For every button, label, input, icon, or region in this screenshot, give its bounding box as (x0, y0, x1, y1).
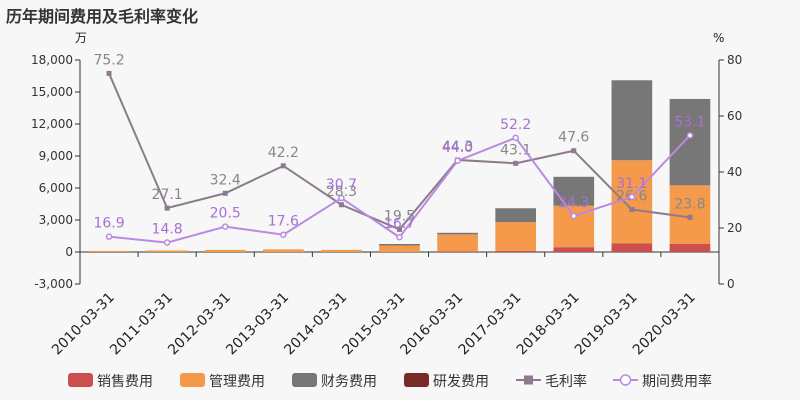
data-label-毛利率: 44.3 (442, 139, 473, 155)
data-label-毛利率: 32.4 (210, 172, 241, 188)
right-tick-label: 0 (727, 277, 735, 291)
point-期间费用率 (512, 134, 519, 142)
point-期间费用率 (163, 239, 171, 246)
point-期间费用率 (396, 233, 403, 241)
point-毛利率 (280, 163, 286, 169)
data-label-期间费用率: 17.6 (268, 214, 299, 230)
bar-财务费用 (437, 232, 478, 235)
data-label-毛利率: 28.3 (326, 184, 357, 200)
bar-管理费用 (146, 250, 188, 252)
bar-管理费用 (495, 222, 537, 251)
left-axis-unit: 万 (75, 31, 87, 45)
left-tick-label: 12,000 (31, 117, 73, 131)
point-毛利率 (338, 202, 344, 208)
point-期间费用率 (570, 212, 578, 220)
point-毛利率 (571, 148, 577, 154)
data-label-毛利率: 42.2 (268, 145, 299, 161)
bar-财务费用 (611, 80, 653, 161)
data-label-毛利率: 27.1 (152, 187, 183, 203)
left-tick-label: 6,000 (39, 181, 73, 195)
data-label-毛利率: 75.2 (93, 52, 124, 68)
left-tick-label: 15,000 (31, 85, 73, 99)
point-期间费用率 (280, 231, 287, 238)
left-tick-label: 3,000 (39, 213, 73, 227)
data-label-期间费用率: 20.5 (210, 206, 241, 222)
data-label-期间费用率: 14.8 (152, 222, 183, 238)
point-毛利率 (629, 207, 635, 213)
data-label-毛利率: 19.5 (384, 208, 415, 224)
bar-管理费用 (437, 234, 478, 252)
bar-销售费用 (437, 251, 478, 252)
data-label-期间费用率: 53.1 (674, 114, 705, 130)
right-tick-label: 60 (727, 109, 742, 123)
point-期间费用率 (628, 193, 636, 201)
data-label-期间费用率: 30.7 (326, 177, 357, 193)
data-label-期间费用率: 16.7 (384, 216, 415, 232)
legend-label-毛利率: 毛利率 (545, 373, 587, 390)
x-tick-label: 2020-03-31 (630, 290, 699, 359)
left-tick-label: 18,000 (31, 53, 73, 67)
legend-label-研发费用: 研发费用 (433, 374, 489, 390)
bar-管理费用 (262, 249, 304, 252)
left-tick-label: 0 (65, 245, 73, 259)
right-tick-label: 80 (727, 53, 742, 67)
right-axis-unit: % (713, 31, 724, 45)
right-tick-label: 20 (727, 221, 742, 235)
data-label-期间费用率: 16.9 (93, 216, 124, 232)
point-期间费用率 (338, 194, 345, 202)
data-label-毛利率: 47.6 (558, 130, 589, 146)
data-label-期间费用率: 24.3 (558, 195, 589, 211)
legend-swatch-销售费用 (68, 373, 93, 387)
legend-label-管理费用: 管理费用 (209, 374, 265, 390)
bar-销售费用 (553, 247, 595, 252)
bar-管理费用 (379, 245, 420, 252)
data-label-毛利率: 23.8 (674, 196, 705, 212)
legend-label-销售费用: 销售费用 (97, 374, 153, 390)
bar-管理费用 (88, 250, 130, 252)
right-tick-label: 40 (727, 165, 742, 179)
legend-swatch-管理费用 (180, 373, 205, 387)
legend-label-期间费用率: 期间费用率 (642, 373, 712, 390)
point-期间费用率 (221, 223, 229, 230)
bar-财务费用 (553, 176, 595, 206)
bar-财务费用 (379, 244, 420, 246)
point-毛利率 (687, 214, 693, 220)
bar-财务费用 (495, 208, 537, 223)
legend-swatch-研发费用 (404, 373, 429, 387)
bar-销售费用 (495, 250, 537, 252)
data-label-期间费用率: 31.1 (616, 176, 647, 192)
data-label-期间费用率: 52.2 (500, 117, 531, 133)
point-期间费用率 (686, 132, 694, 139)
point-期间费用率 (105, 233, 113, 240)
point-期间费用率 (454, 157, 461, 165)
legend-marker-期间费用率 (619, 374, 632, 386)
data-label-毛利率: 43.1 (500, 142, 531, 158)
legend-swatch-财务费用 (292, 373, 317, 387)
bar-销售费用 (669, 244, 711, 252)
left-tick-label: -3,000 (34, 277, 73, 291)
point-毛利率 (397, 226, 402, 232)
bar-管理费用 (204, 249, 246, 252)
bar-销售费用 (611, 243, 653, 252)
point-毛利率 (222, 190, 228, 196)
bar-财务费用 (669, 98, 711, 186)
chart-title: 历年期间费用及毛利率变化 (6, 7, 199, 26)
legend-marker-毛利率 (524, 375, 533, 385)
legend-label-财务费用: 财务费用 (321, 374, 377, 390)
point-毛利率 (164, 205, 170, 211)
data-label-期间费用率: 44.0 (442, 140, 473, 156)
bar-管理费用 (321, 249, 362, 252)
point-毛利率 (106, 70, 112, 76)
left-tick-label: 9,000 (39, 149, 73, 163)
point-毛利率 (513, 160, 519, 166)
